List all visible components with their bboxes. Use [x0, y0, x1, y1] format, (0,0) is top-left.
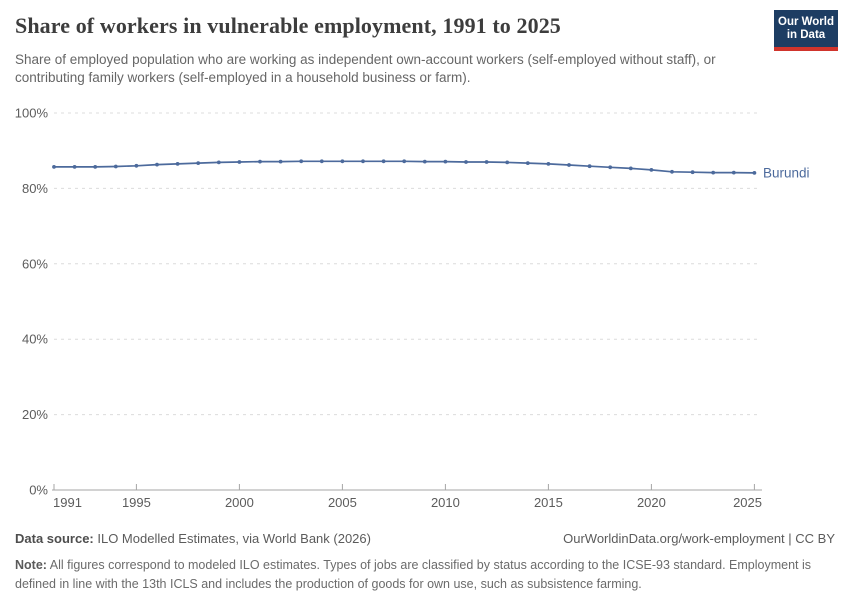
x-tick-label-2015: 2015 — [534, 495, 563, 510]
data-point-2004[interactable] — [319, 159, 324, 164]
data-point-2007[interactable] — [381, 159, 386, 164]
data-point-2019[interactable] — [628, 166, 633, 171]
data-source-text: Data source: ILO Modelled Estimates, via… — [15, 531, 371, 546]
footer-row: Data source: ILO Modelled Estimates, via… — [15, 531, 835, 546]
data-point-2006[interactable] — [361, 159, 365, 164]
x-tick-label-1991: 1991 — [53, 495, 82, 510]
y-tick-label-0: 0% — [29, 483, 48, 498]
data-source-label: Data source: — [15, 531, 94, 546]
data-point-2014[interactable] — [525, 161, 530, 166]
owid-logo[interactable]: Our World in Data — [774, 10, 838, 51]
x-tick-label-2000: 2000 — [225, 495, 254, 510]
y-tick-label-100: 100% — [15, 106, 49, 121]
chart-subtitle: Share of employed population who are wor… — [15, 52, 716, 85]
data-point-2018[interactable] — [608, 165, 613, 170]
data-point-2009[interactable] — [422, 159, 427, 164]
data-point-2024[interactable] — [731, 170, 736, 175]
chart-title: Share of workers in vulnerable employmen… — [15, 13, 561, 38]
owid-logo-line2: in Data — [786, 29, 826, 41]
footnote-label: Note: — [15, 558, 47, 572]
data-point-2021[interactable] — [670, 169, 674, 174]
y-tick-label-80: 80% — [22, 181, 48, 196]
data-point-2010[interactable] — [443, 159, 448, 164]
data-point-1993[interactable] — [93, 165, 98, 169]
y-tick-label-40: 40% — [22, 332, 48, 347]
data-point-2016[interactable] — [567, 163, 571, 167]
data-point-1999[interactable] — [216, 160, 221, 165]
data-point-2020[interactable] — [649, 168, 654, 172]
data-point-2017[interactable] — [587, 164, 592, 169]
data-point-1998[interactable] — [196, 161, 201, 166]
data-point-2002[interactable] — [278, 159, 283, 164]
footnote: Note: All figures correspond to modeled … — [15, 558, 811, 591]
data-point-2008[interactable] — [402, 159, 407, 164]
y-tick-label-60: 60% — [22, 256, 48, 271]
data-point-2022[interactable] — [690, 170, 695, 175]
x-tick-label-2025: 2025 — [733, 495, 762, 510]
owid-cc-link[interactable]: OurWorldinData.org/work-employment | CC … — [563, 531, 835, 546]
owid-logo-line1: Our World — [778, 16, 835, 28]
x-tick-label-2005: 2005 — [328, 495, 357, 510]
data-point-1992[interactable] — [72, 165, 77, 169]
data-point-2015[interactable] — [546, 162, 551, 166]
y-tick-label-20: 20% — [22, 407, 48, 422]
data-point-2012[interactable] — [484, 160, 489, 164]
data-point-2003[interactable] — [299, 159, 304, 164]
series-label-burundi[interactable]: Burundi — [763, 165, 810, 180]
x-tick-label-2020: 2020 — [637, 495, 666, 510]
data-point-2011[interactable] — [464, 160, 468, 164]
x-tick-label-1995: 1995 — [122, 495, 151, 510]
data-point-1996[interactable] — [155, 162, 159, 167]
data-point-1995[interactable] — [134, 163, 139, 168]
data-point-2000[interactable] — [237, 160, 242, 164]
data-point-2005[interactable] — [340, 159, 345, 164]
data-point-1997[interactable] — [175, 162, 180, 166]
data-point-2001[interactable] — [258, 159, 262, 164]
data-point-2025[interactable] — [752, 171, 757, 175]
data-point-1991[interactable] — [52, 165, 56, 169]
data-point-2023[interactable] — [711, 170, 716, 175]
data-point-1994[interactable] — [113, 164, 118, 169]
data-point-2013[interactable] — [505, 160, 510, 165]
x-tick-label-2010: 2010 — [431, 495, 460, 510]
